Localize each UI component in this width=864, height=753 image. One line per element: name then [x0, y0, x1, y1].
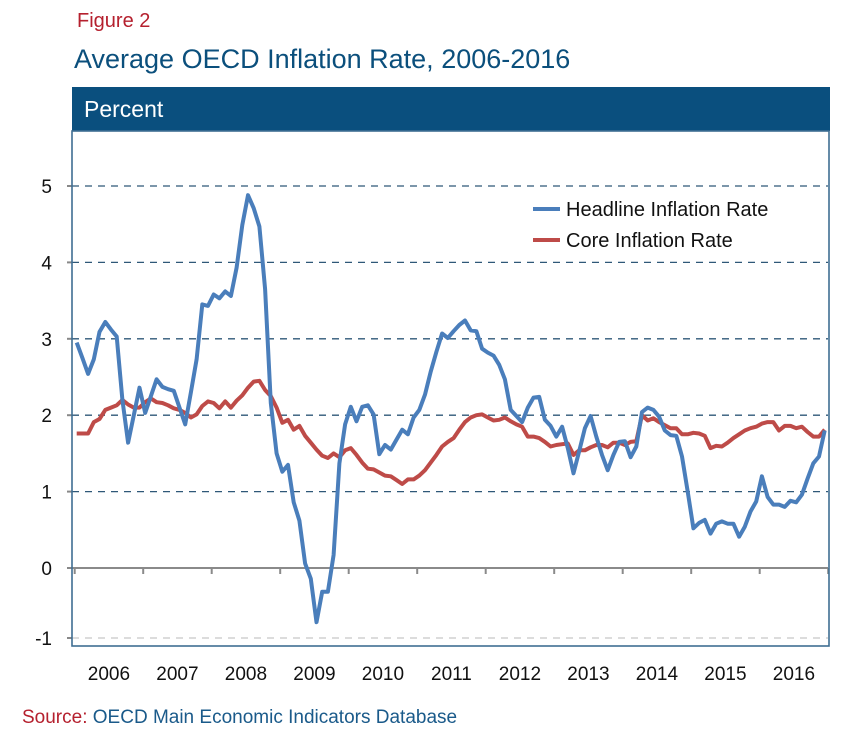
chart-title: Average OECD Inflation Rate, 2006-2016	[74, 44, 571, 74]
series-line-core	[76, 378, 827, 486]
source-label: Source:	[22, 707, 88, 728]
line-chart: 5 4 3 2 1 0 -1 2006 2007 2008 2009 2010 2011 2012 2013…	[35, 130, 830, 685]
x-tick-label: 2015	[704, 664, 746, 685]
y-tick-label: 5	[41, 177, 52, 198]
figure-label: Figure 2	[77, 10, 151, 32]
y-tick-label: 4	[41, 253, 52, 274]
y-tick-label: 2	[41, 406, 52, 427]
series-line-headline	[74, 193, 827, 625]
x-tick-label: 2012	[499, 664, 541, 685]
x-tick-label: 2009	[293, 664, 335, 685]
y-tick-label: 3	[41, 330, 52, 351]
plot-frame	[71, 130, 830, 647]
y-tick-label: -1	[35, 629, 52, 650]
x-tick-label: 2008	[225, 664, 267, 685]
y-tick-label: 0	[41, 559, 52, 580]
legend-label: Core Inflation Rate	[566, 230, 733, 252]
x-tick-label: 2006	[88, 664, 130, 685]
x-tick-label: 2016	[773, 664, 815, 685]
y-axis-unit-label: Percent	[84, 96, 164, 122]
source-note: Source: OECD Main Economic Indicators Da…	[22, 707, 457, 729]
y-tick-label: 1	[41, 483, 52, 504]
x-tick-label: 2013	[567, 664, 609, 685]
source-text: OECD Main Economic Indicators Database	[92, 707, 458, 728]
unit-header-band: Percent	[72, 87, 830, 131]
x-tick-label: 2007	[156, 664, 198, 685]
x-tick-label: 2014	[636, 664, 679, 685]
x-tick-label: 2010	[362, 664, 404, 685]
legend-label: Headline Inflation Rate	[566, 199, 768, 221]
x-tick-label: 2011	[431, 664, 472, 685]
